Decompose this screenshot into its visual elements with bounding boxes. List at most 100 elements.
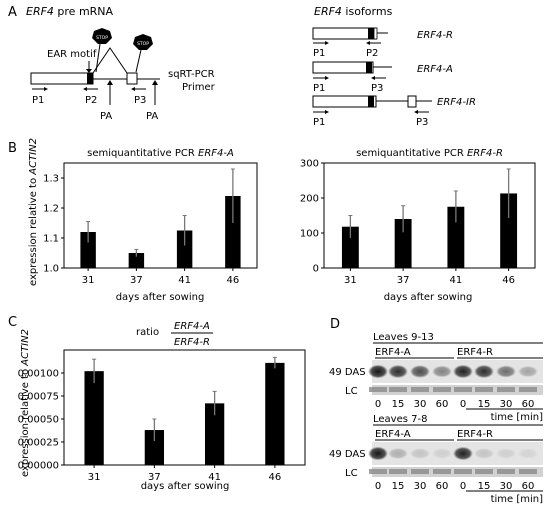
lc-band-lane-8 xyxy=(519,387,537,392)
ratio-label: ratio xyxy=(136,327,159,338)
pa-site-1-label: PA xyxy=(100,111,112,122)
panel-label-b: B xyxy=(8,141,17,156)
bar-46 xyxy=(265,362,285,465)
isoform-r-p1: P1 xyxy=(313,48,325,59)
time-label: 30 xyxy=(414,399,427,410)
pre-mrna-gene-model xyxy=(30,47,160,85)
chart-erf4-a: 1.0 1.1 1.2 1.3 31 37 41 46 semiquantitative PCR… xyxy=(43,148,258,286)
primer-label: Primer xyxy=(182,82,216,93)
bar-46 xyxy=(500,193,518,268)
y-tick-label: 100 xyxy=(300,229,319,240)
time-label: 60 xyxy=(522,481,535,492)
bar-41 xyxy=(176,230,193,268)
isoform-erf4-a-model xyxy=(312,61,392,80)
time-label: 0 xyxy=(375,481,381,492)
lc-band-lane-7 xyxy=(497,469,515,474)
pa-site-1 xyxy=(107,80,113,105)
band-lane-2 xyxy=(388,448,408,459)
bar-37 xyxy=(394,219,412,268)
y-tick-label: 0.00075 xyxy=(18,392,59,403)
svg-text:STOP: STOP xyxy=(137,41,149,47)
time-label: 15 xyxy=(392,399,405,410)
group-label-ERF4-R: ERF4-R xyxy=(457,347,493,358)
primer-p1 xyxy=(32,87,48,91)
y-tick-label: 1.0 xyxy=(43,264,59,275)
c-ylabel: expression relative to ACTIN2 xyxy=(20,329,31,477)
band-lane-4 xyxy=(432,365,452,378)
time-label: 60 xyxy=(436,481,449,492)
x-tick-label: 31 xyxy=(344,275,357,286)
isoform-a-p3: P3 xyxy=(371,83,383,94)
isoform-a-p1: P1 xyxy=(313,83,325,94)
isoform-erf4-ir-label: ERF4-IR xyxy=(437,97,476,108)
lc-band-lane-1 xyxy=(369,469,387,474)
bar-37 xyxy=(128,253,145,268)
chart-title: semiquantitative PCR ERF4-R xyxy=(356,148,503,159)
band-lane-1 xyxy=(368,364,388,379)
row-label-lc: LC xyxy=(345,468,358,479)
pa-site-2 xyxy=(152,80,158,105)
lc-band-lane-2 xyxy=(389,469,407,474)
stop-sign-icon-1: STOP xyxy=(92,28,112,73)
ear-motif-arrowhead xyxy=(86,69,92,73)
bar-31 xyxy=(341,226,359,268)
band-lane-5 xyxy=(453,446,473,461)
isoform-r-p2: P2 xyxy=(366,48,378,59)
primer-p2 xyxy=(83,87,98,91)
isoforms-title: ERF4 isoforms xyxy=(314,5,393,18)
band-lane-7 xyxy=(496,365,516,378)
ratio-numerator: ERF4-A xyxy=(174,321,210,332)
band-lane-3 xyxy=(410,448,430,459)
band-lane-2 xyxy=(388,364,408,379)
plot-frame xyxy=(63,349,306,466)
b-left-xlabel: days after sowing xyxy=(116,292,205,303)
blot-block-2: Leaves 7-8 ERF4-A ERF4-R 49 DAS LC 0 15 30 60 0 15… xyxy=(329,414,543,505)
y-tick-label: 0.00050 xyxy=(18,415,59,426)
bar-31 xyxy=(80,232,96,268)
ratio-denominator: ERF4-R xyxy=(174,337,210,348)
isoform-erf4-r-label: ERF4-R xyxy=(417,30,453,41)
lc-band-lane-6 xyxy=(475,469,493,474)
band-lane-6 xyxy=(474,448,494,459)
y-tick-label: 300 xyxy=(300,159,319,170)
x-tick-label: 31 xyxy=(88,472,101,483)
x-tick-label: 31 xyxy=(82,275,95,286)
time-label: 30 xyxy=(500,481,513,492)
group-label-ERF4-A: ERF4-A xyxy=(375,347,411,358)
svg-text:STOP: STOP xyxy=(96,35,108,41)
isoform-erf4-r-model xyxy=(312,27,388,45)
lc-band-lane-3 xyxy=(411,387,429,392)
x-tick-label: 41 xyxy=(208,472,221,483)
x-tick-label: 46 xyxy=(269,472,282,483)
lc-band-lane-4 xyxy=(433,469,451,474)
time-label: 15 xyxy=(478,399,491,410)
time-label: 0 xyxy=(460,399,466,410)
sqrt-pcr-label: sqRT-PCR xyxy=(168,69,215,80)
time-unit-label: time [min] xyxy=(491,412,544,423)
x-tick-label: 41 xyxy=(178,275,191,286)
x-tick-label: 37 xyxy=(130,275,143,286)
bar-41 xyxy=(447,206,465,268)
plot-frame xyxy=(63,162,258,269)
ear-motif-label: EAR motif xyxy=(47,49,97,60)
time-label: 0 xyxy=(460,481,466,492)
primer-p3 xyxy=(131,87,146,91)
lc-band-lane-5 xyxy=(454,387,472,392)
tissue-label: Leaves 7-8 xyxy=(373,414,427,425)
pa-site-2-label: PA xyxy=(146,111,158,122)
band-lane-4 xyxy=(432,448,452,459)
primer-p3-label: P3 xyxy=(134,95,146,106)
chart-ratio: 0.00000 0.00025 0.00050 0.00075 0.00100 31 37 4… xyxy=(18,349,306,483)
bar-31 xyxy=(84,371,104,465)
time-label: 60 xyxy=(522,399,535,410)
b-ylabel: expression relative to ACTIN2 xyxy=(28,138,39,286)
y-tick-label: 1.1 xyxy=(43,234,59,245)
band-lane-8 xyxy=(518,448,538,459)
lc-band-lane-1 xyxy=(369,387,387,392)
panel-label-d: D xyxy=(330,317,340,332)
band-lane-7 xyxy=(496,448,516,459)
time-label: 15 xyxy=(392,481,405,492)
band-lane-3 xyxy=(410,365,430,378)
